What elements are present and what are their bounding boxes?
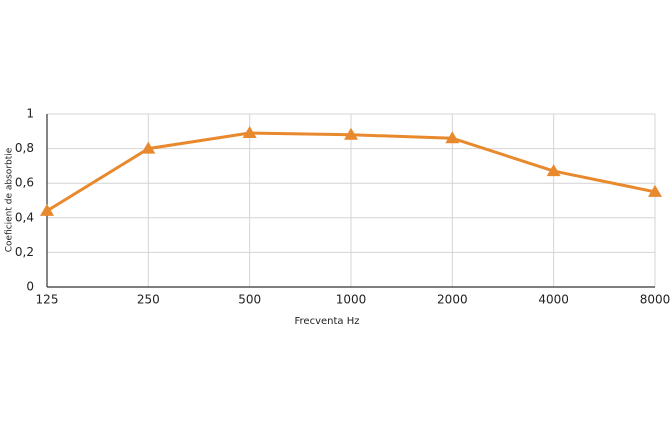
data-point [141, 141, 156, 154]
data-point [344, 127, 358, 140]
x-tick-label: 500 [238, 293, 261, 307]
x-axis-title: Frecventa Hz [295, 316, 360, 327]
y-tick-label: 0,2 [15, 245, 34, 259]
x-tick-label: 1000 [336, 293, 367, 307]
x-tick-label: 8000 [640, 293, 671, 307]
x-tick-label: 4000 [538, 293, 569, 307]
y-tick-label: 0 [26, 280, 34, 294]
y-axis-title: Coeficient de absorbtie [5, 147, 15, 252]
y-tick-label: 1 [26, 107, 34, 121]
y-tick-label: 0,4 [15, 210, 34, 224]
y-tick-label: 0,8 [15, 141, 34, 155]
data-point [242, 126, 257, 139]
y-tick-label: 0,6 [15, 176, 34, 190]
x-tick-label: 2000 [437, 293, 468, 307]
x-tick-label: 250 [137, 293, 160, 307]
data-point [546, 164, 561, 177]
data-point [40, 203, 54, 216]
data-point [648, 184, 662, 197]
data-point [445, 131, 460, 144]
x-tick-label: 125 [36, 293, 59, 307]
